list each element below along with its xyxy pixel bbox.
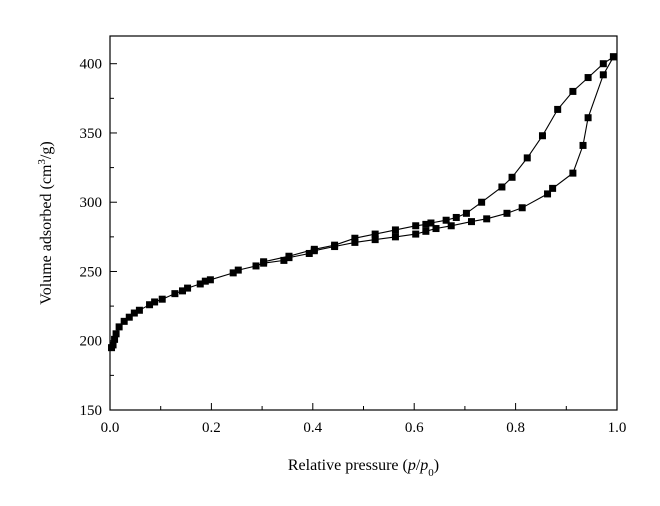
y-tick-label: 150 — [80, 403, 103, 419]
data-point — [135, 306, 143, 314]
data-point — [579, 141, 587, 149]
data-point — [478, 198, 486, 206]
data-point — [569, 87, 577, 95]
data-point — [432, 225, 440, 233]
series-line-1 — [111, 56, 614, 348]
data-point — [462, 209, 470, 217]
data-point — [280, 256, 288, 264]
data-point — [442, 216, 450, 224]
data-point — [111, 335, 119, 343]
data-point — [544, 190, 552, 198]
data-point — [538, 132, 546, 140]
data-point — [371, 236, 379, 244]
data-point — [151, 298, 159, 306]
data-point — [125, 313, 133, 321]
data-point — [427, 219, 435, 227]
data-point — [549, 184, 557, 192]
data-point — [146, 301, 154, 309]
data-point — [310, 245, 318, 253]
data-point — [351, 238, 359, 246]
data-point — [584, 114, 592, 122]
y-tick-label: 250 — [80, 264, 103, 280]
x-tick-label: 0.2 — [202, 420, 221, 436]
data-point — [498, 183, 506, 191]
x-tick-label: 0.0 — [101, 420, 120, 436]
y-tick-label: 400 — [80, 57, 103, 73]
series-layer — [111, 56, 614, 348]
data-point — [158, 295, 166, 303]
y-tick-label: 200 — [80, 334, 103, 350]
data-point — [130, 309, 138, 317]
data-point — [391, 226, 399, 234]
data-point — [260, 258, 268, 266]
data-point — [201, 277, 209, 285]
data-point — [447, 222, 455, 230]
data-point — [412, 230, 420, 238]
data-point — [252, 262, 260, 270]
data-point — [508, 173, 516, 181]
data-point — [483, 215, 491, 223]
data-point — [112, 330, 120, 338]
data-point — [452, 213, 460, 221]
data-point — [331, 241, 339, 249]
data-point — [184, 284, 192, 292]
data-point — [351, 234, 359, 242]
data-point — [305, 249, 313, 257]
data-point — [234, 266, 242, 274]
y-axis-title: Volume adsorbed (cm3/g) — [36, 141, 55, 304]
data-point — [109, 341, 117, 349]
data-point — [206, 276, 214, 284]
plot-frame — [109, 35, 618, 411]
data-point — [599, 60, 607, 68]
data-point — [179, 287, 187, 295]
data-point — [229, 269, 237, 277]
y-tick-label: 300 — [80, 195, 103, 211]
x-axis-title: Relative pressure (p/p0) — [288, 457, 439, 479]
data-point — [609, 53, 617, 61]
data-point — [115, 323, 123, 331]
data-point — [412, 222, 420, 230]
x-tick-label: 0.8 — [506, 420, 525, 436]
data-point — [518, 204, 526, 212]
data-point — [523, 154, 531, 162]
data-point — [554, 105, 562, 113]
data-point — [422, 220, 430, 228]
data-point — [422, 227, 430, 235]
data-point — [391, 233, 399, 241]
data-point — [503, 209, 511, 217]
data-point — [467, 218, 475, 226]
data-point — [569, 169, 577, 177]
data-point — [584, 74, 592, 82]
data-point — [599, 71, 607, 79]
data-point — [196, 280, 204, 288]
y-tick-label: 350 — [80, 126, 103, 142]
marker-layer — [108, 53, 617, 352]
x-tick-label: 1.0 — [608, 420, 627, 436]
data-point — [120, 317, 128, 325]
data-point — [371, 230, 379, 238]
data-point — [171, 290, 179, 298]
x-tick-label: 0.4 — [303, 420, 322, 436]
data-point — [285, 252, 293, 260]
axis-ticks: 0.0 0.2 0.4 0.6 0.8 1.0 150 200 250 300 350 400 — [80, 57, 627, 436]
x-tick-label: 0.6 — [405, 420, 424, 436]
